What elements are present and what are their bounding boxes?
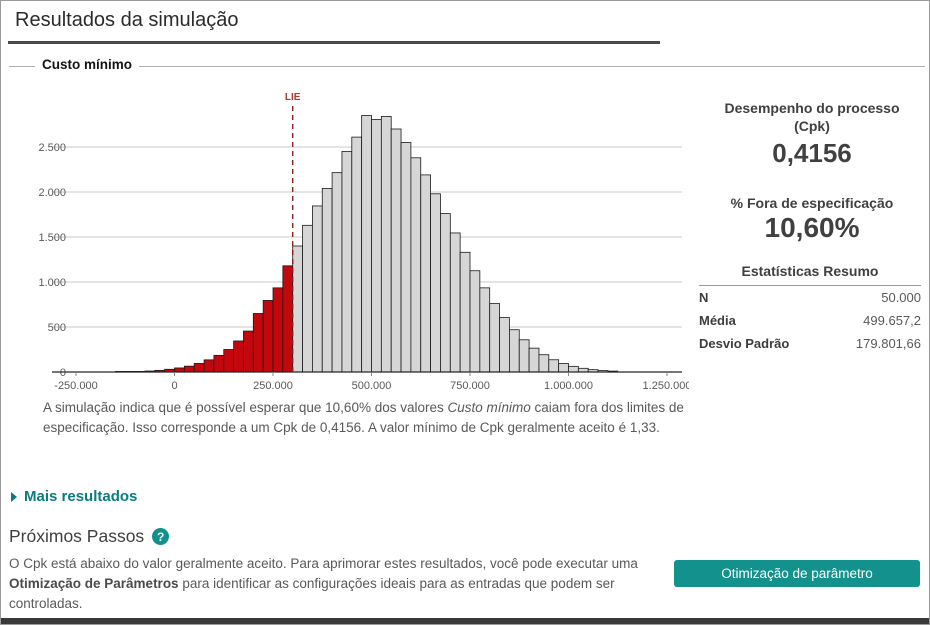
out-of-spec-label: % Fora de especificação [730,195,894,211]
next-steps-header: Próximos Passos ? [9,526,170,547]
histogram-bar [499,317,510,373]
stat-value: 499.657,2 [863,313,921,328]
parameter-optimization-button[interactable]: Otimização de parâmetro [674,560,920,587]
histogram-bar [568,365,579,373]
histogram-bar [361,115,372,373]
histogram-bar [311,205,323,373]
page-title: Resultados da simulação [15,9,239,31]
stat-row-n: N 50.000 [699,286,921,309]
expand-arrow-icon [11,491,17,502]
next-steps-text: O Cpk está abaixo do valor geralmente ac… [9,556,638,611]
svg-text:500: 500 [48,322,66,334]
histogram-bar [243,330,254,373]
svg-text:250.000: 250.000 [253,380,293,392]
stat-label: Média [699,313,736,328]
histogram-bar [489,303,500,373]
help-icon[interactable]: ? [152,528,170,545]
histogram-bar [380,115,392,373]
histogram-bar [400,142,412,373]
group-box: Custo mínimo [9,57,925,72]
histogram-bar [430,193,441,373]
histogram-bar [302,224,313,373]
histogram-bar [233,340,244,373]
histogram-bar [183,365,195,373]
svg-text:1.500: 1.500 [38,232,66,244]
more-results-toggle[interactable]: Mais resultados [11,488,137,505]
histogram-bar [292,245,303,373]
summary-stats-title: Estatísticas Resumo [741,263,879,279]
svg-text:1.000.000: 1.000.000 [544,380,593,392]
stat-value: 50.000 [881,290,921,305]
title-underline [8,41,660,44]
more-results-label: Mais resultados [24,488,138,505]
histogram-bar [203,359,215,373]
stat-label: Desvio Padrão [699,336,790,351]
histogram-bar [469,270,481,373]
histogram-bar [252,313,264,373]
svg-text:0: 0 [60,367,66,379]
simulation-caption: A simulação indica que é possível espera… [43,400,684,435]
stat-value: 179.801,66 [855,336,921,351]
histogram-bar [272,287,284,373]
stat-row-stdev: Desvio Padrão 179.801,66 [699,332,921,355]
svg-text:2.000: 2.000 [38,187,66,199]
histogram-bar [449,232,461,373]
stats-divider [699,285,921,286]
histogram-bar [528,347,540,373]
histogram-bar [420,174,431,373]
histogram-bars [115,115,619,373]
svg-text:1.250.000: 1.250.000 [643,380,689,392]
histogram-bar [558,363,569,373]
histogram-bar [331,172,343,373]
histogram-bar [479,287,491,373]
histogram-bar [459,251,471,373]
histogram-bar [371,119,382,373]
svg-text:2.500: 2.500 [38,142,66,154]
spec-limit-label: LIE [285,92,301,103]
stat-label: N [699,290,709,305]
x-tick-labels: -250.000 0 250.000 500.000 750.000 1.000.000 1… [54,372,689,392]
histogram-bar [193,363,205,373]
histogram-bar [440,213,451,373]
out-of-spec-value: 10,60% [764,212,860,243]
svg-text:1.000: 1.000 [38,277,66,289]
histogram-bar [538,354,550,373]
histogram-bar [262,300,274,373]
window-bottom-edge [1,618,929,624]
cpk-value: 0,4156 [772,138,852,168]
cpk-label: Desempenho do processo (Cpk) [724,100,900,134]
histogram-bar [213,354,225,373]
histogram-bar [410,157,422,373]
histogram-bar [548,359,560,373]
next-steps-title: Próximos Passos [9,526,145,546]
histogram-bar [518,339,530,373]
histogram-bar [174,367,185,373]
summary-stats-table: Estatísticas Resumo N 50.000 Média 499.6… [699,263,921,355]
group-label: Custo mínimo [35,57,139,72]
histogram-bar [508,329,520,373]
stat-row-mean: Média 499.657,2 [699,309,921,332]
histogram-bar [282,265,294,373]
svg-text:0: 0 [171,380,177,392]
histogram-bar [351,136,363,373]
svg-text:750.000: 750.000 [450,380,490,392]
histogram-bar [341,151,353,373]
histogram-bar [390,128,402,373]
histogram-bar [223,349,234,373]
svg-text:500.000: 500.000 [352,380,392,392]
histogram-bar [321,188,333,373]
svg-text:-250.000: -250.000 [54,380,97,392]
